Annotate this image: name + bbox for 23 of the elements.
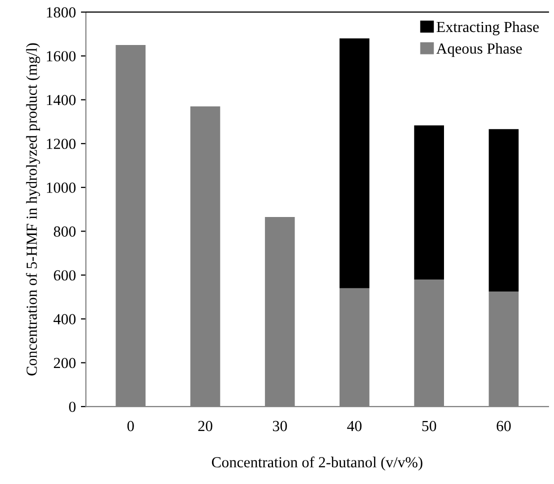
y-axis-title: Concentration of 5-HMF in hydrolyzed product (mg/l): [26, 43, 40, 376]
x-tick-label: 60: [496, 420, 511, 432]
legend-label: Aqeous Phase: [436, 42, 522, 57]
y-tick-label: 400: [54, 314, 76, 324]
x-tick-label: 50: [422, 420, 436, 432]
y-tick-label: 0: [69, 402, 76, 412]
bar: [488, 129, 519, 292]
y-tick-label: 1200: [46, 138, 76, 150]
y-tick-label: 600: [54, 270, 76, 281]
x-tick-label: 40: [347, 420, 362, 432]
y-tick-label: 200: [54, 358, 76, 368]
x-axis-title: Concentration of 2-butanol (v/v%): [212, 456, 422, 471]
y-tick-label: 1400: [46, 94, 76, 106]
y-tick-label: 1800: [46, 7, 76, 18]
y-tick-label: 1600: [46, 51, 76, 62]
bar: [414, 125, 444, 280]
bar: [340, 38, 370, 288]
legend-label: Extracting Phase: [436, 21, 539, 36]
y-tick-label: 1000: [46, 182, 76, 193]
x-tick-label: 0: [127, 420, 134, 432]
x-tick-label: 20: [198, 420, 212, 432]
y-tick-label: 800: [54, 226, 76, 237]
x-tick-label: 30: [272, 420, 287, 432]
